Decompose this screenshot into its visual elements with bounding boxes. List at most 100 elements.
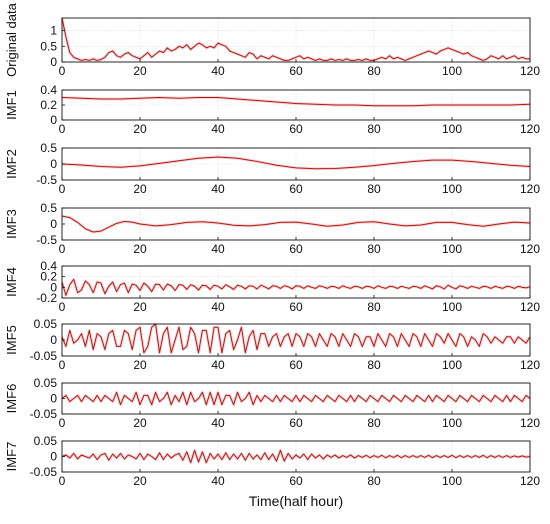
x-tick-label: 40 bbox=[211, 242, 225, 256]
x-tick-label: 100 bbox=[442, 358, 462, 372]
y-axis-label: IMF1 bbox=[4, 90, 19, 120]
x-tick-label: 120 bbox=[520, 474, 540, 488]
x-axis-label: Time(half hour) bbox=[249, 493, 343, 509]
x-tick-label: 20 bbox=[133, 474, 147, 488]
x-tick-label: 100 bbox=[442, 300, 462, 314]
x-tick-label: 80 bbox=[367, 64, 381, 78]
x-tick-label: 80 bbox=[367, 416, 381, 430]
x-tick-label: 40 bbox=[211, 182, 225, 196]
x-tick-label: 0 bbox=[59, 300, 66, 314]
x-tick-label: 20 bbox=[133, 64, 147, 78]
x-tick-label: 60 bbox=[289, 474, 303, 488]
x-tick-label: 0 bbox=[59, 122, 66, 136]
x-tick-label: 0 bbox=[59, 64, 66, 78]
x-tick-label: 60 bbox=[289, 416, 303, 430]
y-tick-label: -0.05 bbox=[30, 349, 58, 363]
panel-6: 0 20 40 60 80 100 120 -0.050 0.05 IMF6 bbox=[4, 376, 540, 430]
panel-7: 0 20 40 60 80 100 120 -0.050 0.05 IMF7 Time(half h… bbox=[4, 434, 540, 509]
x-tick-label: 120 bbox=[520, 300, 540, 314]
x-tick-label: 0 bbox=[59, 474, 66, 488]
y-axis-label: IMF3 bbox=[4, 209, 19, 239]
y-tick-label: 1 bbox=[50, 24, 57, 38]
x-tick-label: 60 bbox=[289, 300, 303, 314]
x-tick-label: 20 bbox=[133, 416, 147, 430]
x-tick-label: 80 bbox=[367, 242, 381, 256]
y-tick-label: 0.05 bbox=[34, 434, 58, 448]
x-tick-label: 60 bbox=[289, 242, 303, 256]
x-tick-label: 80 bbox=[367, 182, 381, 196]
x-tick-label: 40 bbox=[211, 416, 225, 430]
y-tick-label: 0 bbox=[50, 280, 57, 294]
x-tick-label: 40 bbox=[211, 64, 225, 78]
x-tick-label: 60 bbox=[289, 358, 303, 372]
x-tick-label: 60 bbox=[289, 122, 303, 136]
y-tick-label: 0.2 bbox=[40, 270, 57, 284]
x-tick-label: 20 bbox=[133, 122, 147, 136]
x-tick-label: 120 bbox=[520, 416, 540, 430]
x-tick-label: 120 bbox=[520, 64, 540, 78]
y-tick-label: -0.5 bbox=[36, 173, 57, 187]
series-line bbox=[61, 449, 531, 464]
x-tick-label: 0 bbox=[59, 416, 66, 430]
x-tick-label: 120 bbox=[520, 122, 540, 136]
x-tick-label: 120 bbox=[520, 182, 540, 196]
y-tick-label: 0 bbox=[50, 113, 57, 127]
y-axis-label: Original data bbox=[4, 2, 19, 76]
y-tick-label: 0.5 bbox=[40, 141, 57, 155]
y-tick-label: 0.4 bbox=[40, 259, 57, 273]
x-tick-label: 120 bbox=[520, 242, 540, 256]
y-tick-label: 0.2 bbox=[40, 98, 57, 112]
x-tick-label: 0 bbox=[59, 182, 66, 196]
x-tick-label: 60 bbox=[289, 64, 303, 78]
x-tick-label: 100 bbox=[442, 474, 462, 488]
series-line bbox=[61, 17, 530, 61]
y-tick-label: 0.5 bbox=[40, 39, 57, 53]
y-tick-label: 0 bbox=[50, 55, 57, 69]
x-tick-label: 80 bbox=[367, 300, 381, 314]
y-tick-label: 0.4 bbox=[40, 83, 57, 97]
y-tick-label: 0 bbox=[50, 392, 57, 406]
x-tick-label: 100 bbox=[442, 64, 462, 78]
y-tick-label: 0.5 bbox=[40, 201, 57, 215]
x-tick-label: 40 bbox=[211, 300, 225, 314]
x-tick-label: 60 bbox=[289, 182, 303, 196]
y-tick-label: 0 bbox=[50, 333, 57, 347]
y-axis-label: IMF2 bbox=[4, 149, 19, 179]
x-tick-label: 20 bbox=[133, 182, 147, 196]
series-line bbox=[61, 323, 531, 354]
x-tick-label: 100 bbox=[442, 182, 462, 196]
series-line bbox=[61, 278, 531, 296]
x-tick-label: 80 bbox=[367, 122, 381, 136]
x-tick-label: 20 bbox=[133, 300, 147, 314]
x-tick-label: 80 bbox=[367, 474, 381, 488]
x-tick-label: 40 bbox=[211, 122, 225, 136]
y-tick-label: 0 bbox=[50, 217, 57, 231]
series-line bbox=[61, 97, 531, 107]
x-tick-label: 0 bbox=[59, 242, 66, 256]
y-axis-label: IMF7 bbox=[4, 442, 19, 472]
y-tick-label: -0.05 bbox=[30, 407, 58, 421]
series-line bbox=[61, 391, 531, 406]
y-axis-label: IMF5 bbox=[4, 325, 19, 355]
y-axis-label: IMF4 bbox=[4, 267, 19, 297]
x-tick-label: 0 bbox=[59, 358, 66, 372]
x-tick-label: 100 bbox=[442, 122, 462, 136]
x-tick-label: 20 bbox=[133, 242, 147, 256]
x-tick-label: 20 bbox=[133, 358, 147, 372]
y-tick-label: -0.2 bbox=[36, 291, 57, 305]
y-tick-label: -0.05 bbox=[30, 465, 58, 479]
y-axis-label: IMF6 bbox=[4, 384, 19, 414]
series-line bbox=[61, 215, 531, 233]
x-tick-label: 40 bbox=[211, 474, 225, 488]
x-tick-label: 100 bbox=[442, 242, 462, 256]
x-tick-label: 40 bbox=[211, 358, 225, 372]
x-tick-label: 120 bbox=[520, 358, 540, 372]
series-line bbox=[61, 156, 531, 170]
